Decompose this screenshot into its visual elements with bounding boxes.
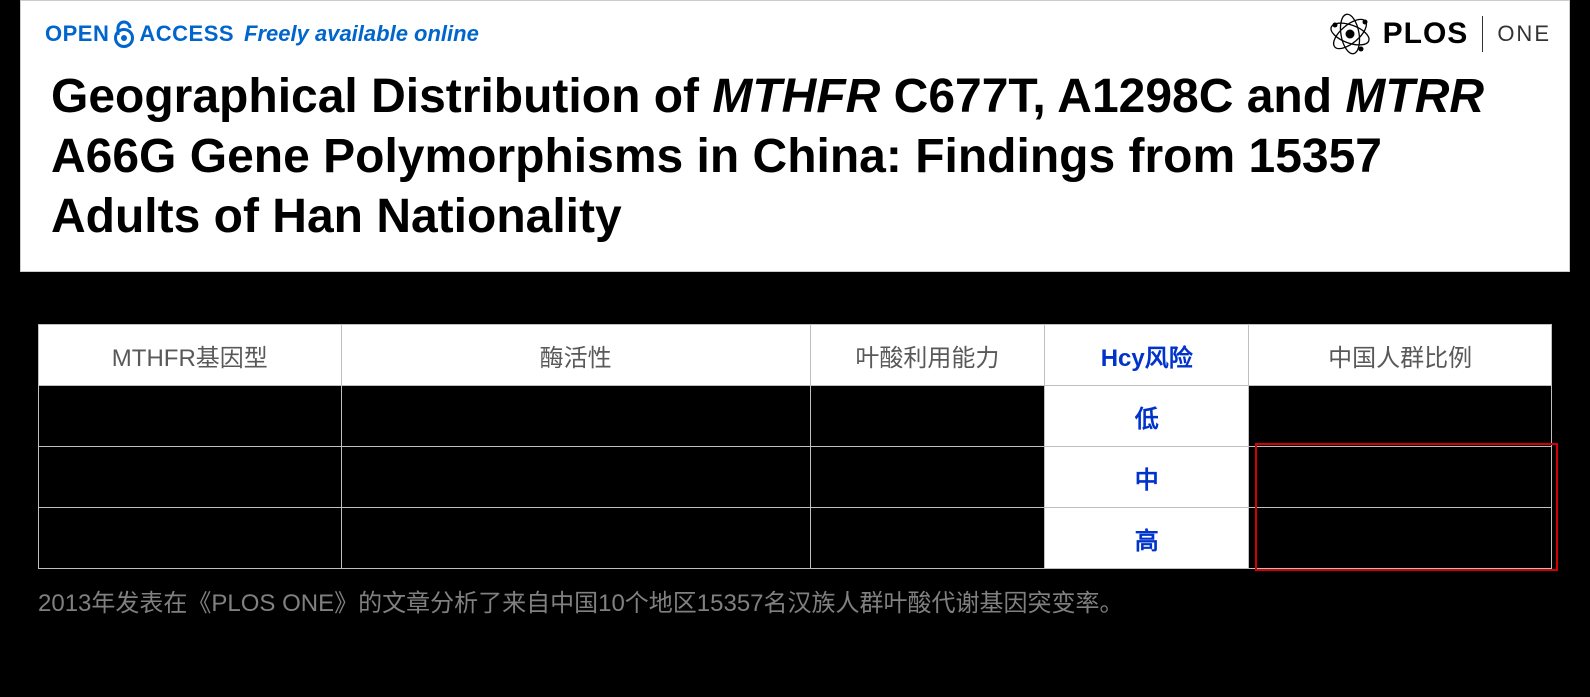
open-access-access: ACCESS <box>139 21 234 47</box>
figure-caption: 2013年发表在《PLOS ONE》的文章分析了来自中国10个地区15357名汉… <box>38 583 1552 618</box>
open-access-lock-icon <box>113 20 135 48</box>
title-part-1: Geographical Distribution of <box>51 70 712 123</box>
banner-top-row: OPEN ACCESS Freely available online <box>21 1 1569 61</box>
table-row: 高 <box>39 508 1552 569</box>
open-access-open: OPEN <box>45 21 109 47</box>
open-access-badge: OPEN ACCESS Freely available online <box>45 20 479 48</box>
cell-genotype-1 <box>39 386 342 447</box>
title-gene-mtrr: MTRR <box>1345 70 1484 123</box>
cell-genotype-3 <box>39 508 342 569</box>
cell-hcy-mid: 中 <box>1045 447 1249 508</box>
table-row: 低 <box>39 386 1552 447</box>
cell-pop-3 <box>1249 508 1552 569</box>
cell-enzyme-1 <box>341 386 810 447</box>
col-population: 中国人群比例 <box>1249 325 1552 386</box>
col-folate: 叶酸利用能力 <box>810 325 1045 386</box>
cell-hcy-high: 高 <box>1045 508 1249 569</box>
cell-pop-2 <box>1249 447 1552 508</box>
cell-folate-1 <box>810 386 1045 447</box>
title-part-2: C677T, A1298C and <box>880 70 1345 123</box>
article-header-banner: OPEN ACCESS Freely available online <box>20 0 1570 272</box>
cell-folate-2 <box>810 447 1045 508</box>
plos-one-text: ONE <box>1497 21 1551 47</box>
cell-folate-3 <box>810 508 1045 569</box>
cell-genotype-2 <box>39 447 342 508</box>
col-enzyme: 酶活性 <box>341 325 810 386</box>
plos-divider <box>1482 16 1483 52</box>
cell-enzyme-2 <box>341 447 810 508</box>
plos-one-logo: PLOS ONE <box>1327 11 1551 57</box>
freely-available-text: Freely available online <box>244 21 479 47</box>
plos-orbit-icon <box>1327 11 1373 57</box>
cell-pop-1 <box>1249 386 1552 447</box>
article-title: Geographical Distribution of MTHFR C677T… <box>21 61 1569 271</box>
table-header-row: MTHFR基因型 酶活性 叶酸利用能力 Hcy风险 中国人群比例 <box>39 325 1552 386</box>
genotype-table: MTHFR基因型 酶活性 叶酸利用能力 Hcy风险 中国人群比例 低 中 <box>38 324 1552 569</box>
col-hcy-risk: Hcy风险 <box>1045 325 1249 386</box>
table-row: 中 <box>39 447 1552 508</box>
title-gene-mthfr: MTHFR <box>712 70 880 123</box>
genotype-table-wrap: MTHFR基因型 酶活性 叶酸利用能力 Hcy风险 中国人群比例 低 中 <box>38 324 1552 569</box>
col-genotype: MTHFR基因型 <box>39 325 342 386</box>
plos-logo-text: PLOS <box>1383 17 1469 51</box>
title-part-3: A66G Gene Polymorphisms in China: Findin… <box>51 130 1382 243</box>
cell-enzyme-3 <box>341 508 810 569</box>
cell-hcy-low: 低 <box>1045 386 1249 447</box>
